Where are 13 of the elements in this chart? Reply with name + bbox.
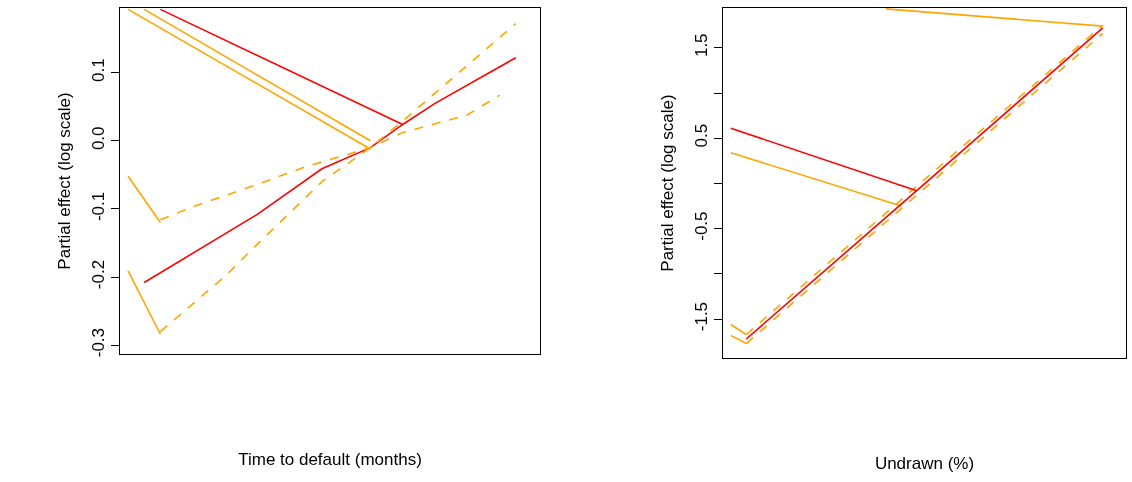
y-axis-title: Partial effect (log scale) (54, 92, 74, 270)
y-tick-label: -0.1 (89, 191, 109, 222)
y-tick-label: 0.0 (89, 126, 109, 151)
y-tick-label: -0.2 (89, 259, 109, 290)
y-tick-label: 0.5 (692, 123, 712, 148)
y-tick-label: -0.3 (89, 327, 109, 358)
x-axis-title: Time to default (months) (238, 449, 422, 469)
y-tick-label: 1.5 (692, 33, 712, 58)
y-axis-title: Partial effect (log scale) (657, 94, 677, 272)
y-tick-label: -0.5 (692, 211, 712, 241)
y-tick-label: -1.5 (692, 301, 712, 332)
y-tick-label: 0.1 (89, 58, 109, 82)
x-axis-title: Undrawn (%) (874, 453, 975, 473)
